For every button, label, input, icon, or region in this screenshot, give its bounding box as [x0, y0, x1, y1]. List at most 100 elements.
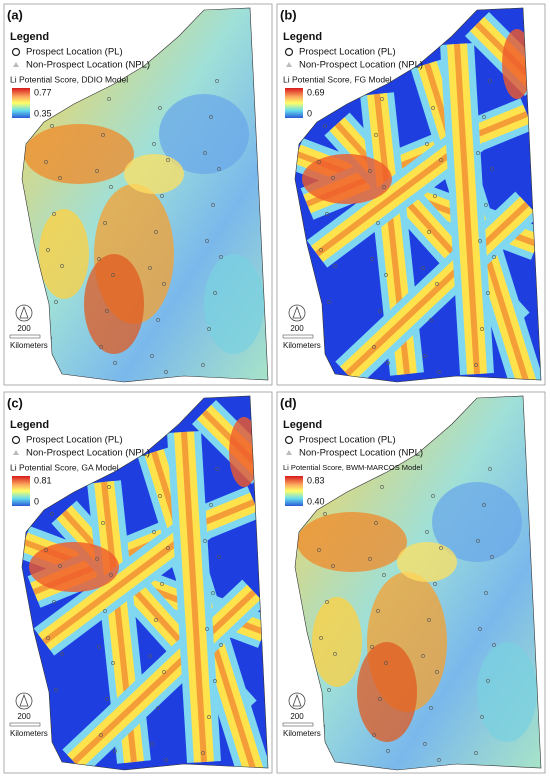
location-point: [482, 503, 486, 507]
location-point: [101, 521, 105, 525]
score-blob: [204, 254, 264, 354]
score-max: 0.83: [307, 475, 325, 485]
location-point: [211, 203, 215, 207]
location-point: [386, 749, 390, 753]
legend-non-prospect-symbol: [286, 450, 292, 455]
legend-non-prospect-symbol: [13, 62, 19, 67]
score-blob: [397, 542, 457, 582]
location-point: [60, 264, 64, 268]
score-blob: [477, 642, 537, 742]
location-point: [217, 555, 221, 559]
location-point: [331, 176, 335, 180]
score-title: Li Potential Score, FG Model: [283, 74, 392, 84]
location-point: [209, 503, 213, 507]
location-point: [490, 555, 494, 559]
location-point: [217, 167, 221, 171]
location-point: [317, 548, 321, 552]
color-ramp: [12, 88, 30, 118]
location-point: [44, 160, 48, 164]
location-point: [435, 670, 439, 674]
scale-value: 200: [290, 712, 304, 721]
score-blob: [124, 154, 184, 194]
score-max: 0.69: [307, 87, 325, 97]
scale-value: 200: [17, 324, 31, 333]
location-point: [386, 361, 390, 365]
map-outline: [21, 7, 269, 383]
legend-non-prospect: Non-Prospect Location (NPL): [299, 448, 423, 459]
location-point: [323, 512, 327, 516]
legend-prospect: Prospect Location (PL): [299, 435, 396, 446]
location-point: [203, 151, 207, 155]
location-point: [421, 654, 425, 658]
legend-non-prospect-symbol: [13, 450, 19, 455]
scale-bar: [9, 334, 41, 339]
legend-title: Legend: [10, 31, 49, 43]
score-band: [71, 589, 257, 765]
location-point: [97, 257, 101, 261]
location-point: [54, 300, 58, 304]
location-point: [425, 530, 429, 534]
location-point: [492, 643, 496, 647]
location-point: [325, 212, 329, 216]
hot-spot: [229, 417, 259, 487]
location-point: [160, 194, 164, 198]
location-point: [158, 494, 162, 498]
location-point: [368, 557, 372, 561]
location-point: [219, 643, 223, 647]
location-point: [333, 264, 337, 268]
location-point: [421, 266, 425, 270]
panel: (b) Legend Prospect Location (PL) Non-Prosp…: [276, 3, 546, 386]
location-point: [113, 361, 117, 365]
location-point: [486, 679, 490, 683]
legend-non-prospect: Non-Prospect Location (NPL): [26, 448, 150, 459]
location-point: [213, 679, 217, 683]
location-point: [58, 176, 62, 180]
location-point: [323, 124, 327, 128]
map-surface: [297, 460, 537, 762]
location-point: [101, 133, 105, 137]
location-point: [50, 512, 54, 516]
score-blob: [357, 642, 417, 742]
location-point: [433, 194, 437, 198]
location-point: [44, 548, 48, 552]
location-point: [433, 582, 437, 586]
location-point: [319, 636, 323, 640]
legend-prospect-symbol: [284, 47, 294, 57]
location-point: [150, 354, 154, 358]
location-point: [476, 151, 480, 155]
scale-unit: Kilometers: [283, 729, 321, 738]
location-point: [105, 697, 109, 701]
location-point: [207, 715, 211, 719]
location-point: [480, 715, 484, 719]
score-min: 0.35: [34, 108, 52, 118]
location-point: [423, 742, 427, 746]
location-point: [95, 169, 99, 173]
location-point: [166, 158, 170, 162]
north-arrow-head: [19, 305, 29, 319]
location-point: [382, 573, 386, 577]
hot-spot: [302, 154, 392, 204]
map-outline: [294, 7, 542, 383]
score-min: 0: [34, 496, 39, 506]
north-arrow-head: [19, 693, 29, 707]
location-point: [325, 600, 329, 604]
hot-spot: [29, 542, 119, 592]
panel-label: (d): [280, 395, 297, 410]
location-point: [370, 257, 374, 261]
location-point: [374, 521, 378, 525]
location-point: [205, 627, 209, 631]
location-point: [490, 167, 494, 171]
location-point: [154, 618, 158, 622]
legend-title: Legend: [283, 31, 322, 43]
location-point: [482, 115, 486, 119]
location-point: [372, 733, 376, 737]
location-point: [478, 627, 482, 631]
score-max: 0.77: [34, 87, 52, 97]
location-point: [384, 273, 388, 277]
location-point: [319, 248, 323, 252]
location-point: [203, 539, 207, 543]
legend-prospect-symbol: [284, 435, 294, 445]
location-point: [107, 97, 111, 101]
location-point: [427, 230, 431, 234]
